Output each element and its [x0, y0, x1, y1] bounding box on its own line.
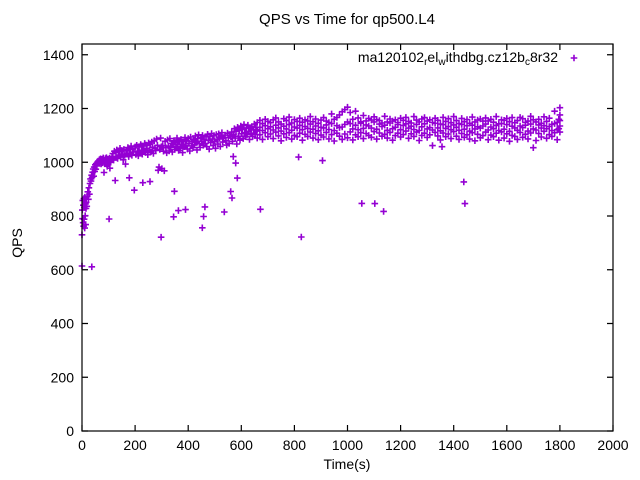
x-tick-label: 400 — [177, 437, 201, 453]
legend: ma120102relwithdbg.cz12bc8r32 — [358, 49, 578, 68]
x-tick-label: 600 — [230, 437, 254, 453]
legend-subscript: w — [437, 57, 446, 68]
axis-tick-labels: 0 200 400 600 800 1000 1200 1400 1600 1800 2000 0 20… — [43, 47, 629, 453]
legend-segment: el — [427, 49, 438, 65]
y-tick-label: 0 — [66, 423, 74, 439]
x-tick-label: 1000 — [332, 437, 363, 453]
y-tick-label: 600 — [51, 262, 75, 278]
plot-area-border — [81, 43, 614, 432]
x-tick-label: 1600 — [491, 437, 522, 453]
x-tick-label: 200 — [123, 437, 147, 453]
y-axis-label: QPS — [9, 228, 25, 258]
x-tick-label: 1800 — [544, 437, 575, 453]
y-tick-label: 200 — [51, 369, 75, 385]
legend-marker-plus-icon — [570, 54, 578, 62]
y-tick-label: 1200 — [43, 101, 74, 117]
legend-segment: ma120102 — [358, 49, 424, 65]
legend-segment: ithdbg.cz12b — [446, 49, 526, 65]
chart-title: QPS vs Time for qp500.L4 — [259, 11, 435, 28]
x-tick-label: 1200 — [385, 437, 416, 453]
x-tick-label: 1400 — [438, 437, 469, 453]
y-tick-label: 1400 — [43, 47, 74, 63]
data-points — [78, 103, 564, 271]
y-tick-label: 400 — [51, 316, 75, 332]
x-axis-label: Time(s) — [324, 456, 371, 472]
legend-label: ma120102relwithdbg.cz12bc8r32 — [358, 49, 558, 68]
x-tick-label: 0 — [78, 437, 86, 453]
y-tick-label: 1000 — [43, 154, 74, 170]
legend-segment: 8r32 — [530, 49, 558, 65]
x-tick-label: 800 — [283, 437, 307, 453]
legend-subscript: r — [424, 57, 428, 68]
y-tick-label: 800 — [51, 208, 75, 224]
legend-subscript: c — [525, 57, 530, 68]
x-tick-label: 2000 — [597, 437, 628, 453]
